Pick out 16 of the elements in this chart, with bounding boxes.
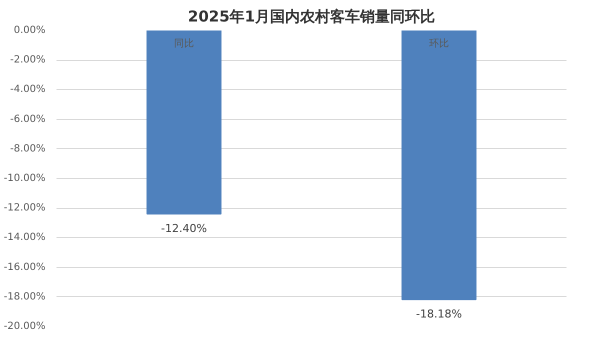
x-tick-label: 环比 (429, 38, 449, 50)
y-tick-label: -6.00% (10, 114, 46, 125)
y-tick-label: -20.00% (4, 321, 46, 332)
y-tick-label: -10.00% (4, 173, 46, 184)
y-tick-label: -14.00% (4, 232, 46, 244)
y-tick-label: -2.00% (10, 54, 46, 66)
data-label: -12.40% (161, 222, 207, 236)
chart-title: 2025年1月国内农村客车销量同环比 (188, 8, 436, 26)
y-tick-label: -8.00% (10, 143, 46, 154)
y-tick-label: -16.00% (4, 262, 46, 273)
y-tick-label: -12.00% (4, 202, 46, 214)
y-tick-label: -4.00% (10, 84, 46, 96)
y-tick-label: -18.00% (4, 291, 46, 302)
y-tick-label: 0.00% (14, 25, 46, 36)
x-tick-label: 同比 (174, 38, 194, 50)
data-label: -18.18% (416, 308, 462, 321)
